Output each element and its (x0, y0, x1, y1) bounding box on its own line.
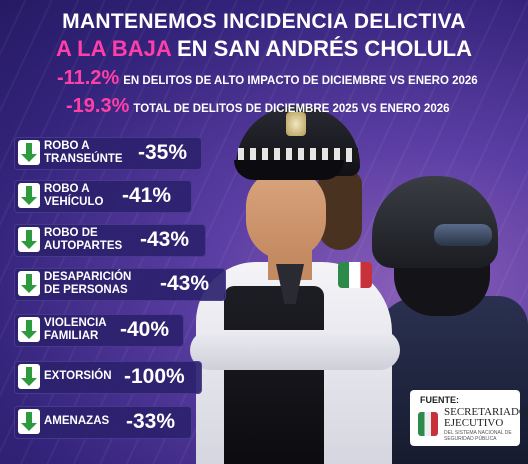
down-arrow-icon (18, 140, 40, 165)
crime-label: DESAPARICIÓN DE PERSONAS (44, 271, 132, 296)
flag-patch-icon (338, 262, 372, 288)
down-arrow-icon (18, 183, 40, 208)
crime-value: -100% (124, 365, 185, 388)
title-line2: A LA BAJA EN SAN ANDRÉS CHOLULA (0, 36, 528, 62)
officer-face (246, 170, 326, 260)
government-seal-icon (418, 412, 438, 436)
crime-row-box (14, 137, 202, 170)
title-line1: MANTENEMOS INCIDENCIA DELICTIVA (62, 10, 466, 33)
crime-label: VIOLENCIA FAMILIAR (44, 317, 107, 342)
crime-row-box (14, 224, 206, 257)
stat-high-impact: -11.2% EN DELITOS DE ALTO IMPACTO DE DICI… (57, 67, 478, 90)
crime-value: -40% (120, 318, 170, 341)
crime-value: -33% (126, 410, 176, 433)
cap-badge-icon (286, 112, 306, 136)
cap-checkered-band (238, 148, 358, 162)
stat-total-value: -19.3% (66, 95, 130, 117)
crime-row-box (14, 361, 202, 394)
crime-row-box (14, 314, 184, 347)
down-arrow-icon (18, 317, 40, 342)
down-arrow-icon (18, 227, 40, 252)
officer-crossed-arms (190, 330, 400, 370)
crime-label: AMENAZAS (44, 415, 110, 427)
stat-high-impact-text: EN DELITOS DE ALTO IMPACTO DE DICIEMBRE … (123, 75, 478, 87)
crime-label: EXTORSIÓN (44, 370, 112, 382)
crime-label: ROBO DE AUTOPARTES (44, 227, 123, 252)
crime-row-box (14, 406, 192, 439)
source-subtitle: DEL SISTEMA NACIONAL DE SEGURIDAD PÚBLIC… (444, 430, 512, 442)
stat-total-text: TOTAL DE DELITOS DE DICIEMBRE 2025 VS EN… (133, 103, 450, 115)
source-label: FUENTE: (420, 395, 459, 405)
stat-total: -19.3% TOTAL DE DELITOS DE DICIEMBRE 2025… (66, 95, 450, 118)
crime-label: ROBO A TRANSEÚNTE (44, 140, 123, 165)
crime-value: -43% (160, 272, 210, 295)
soldier-helmet (372, 176, 498, 268)
crime-row-box (14, 180, 192, 213)
cap-visor (234, 160, 344, 180)
title-highlight: A LA BAJA (56, 36, 171, 61)
officer-vest (224, 286, 324, 464)
down-arrow-icon (18, 364, 40, 389)
crime-value: -35% (138, 141, 188, 164)
stat-high-impact-value: -11.2% (57, 67, 120, 89)
crime-label: ROBO A VEHÍCULO (44, 183, 104, 208)
source-name: SECRETARIADO EJECUTIVO (444, 406, 527, 429)
soldier-goggles (434, 224, 492, 246)
crime-value: -41% (122, 184, 172, 207)
title-rest: EN SAN ANDRÉS CHOLULA (170, 36, 472, 61)
down-arrow-icon (18, 271, 40, 296)
crime-row-box (14, 268, 226, 301)
down-arrow-icon (18, 409, 40, 434)
crime-value: -43% (140, 228, 190, 251)
